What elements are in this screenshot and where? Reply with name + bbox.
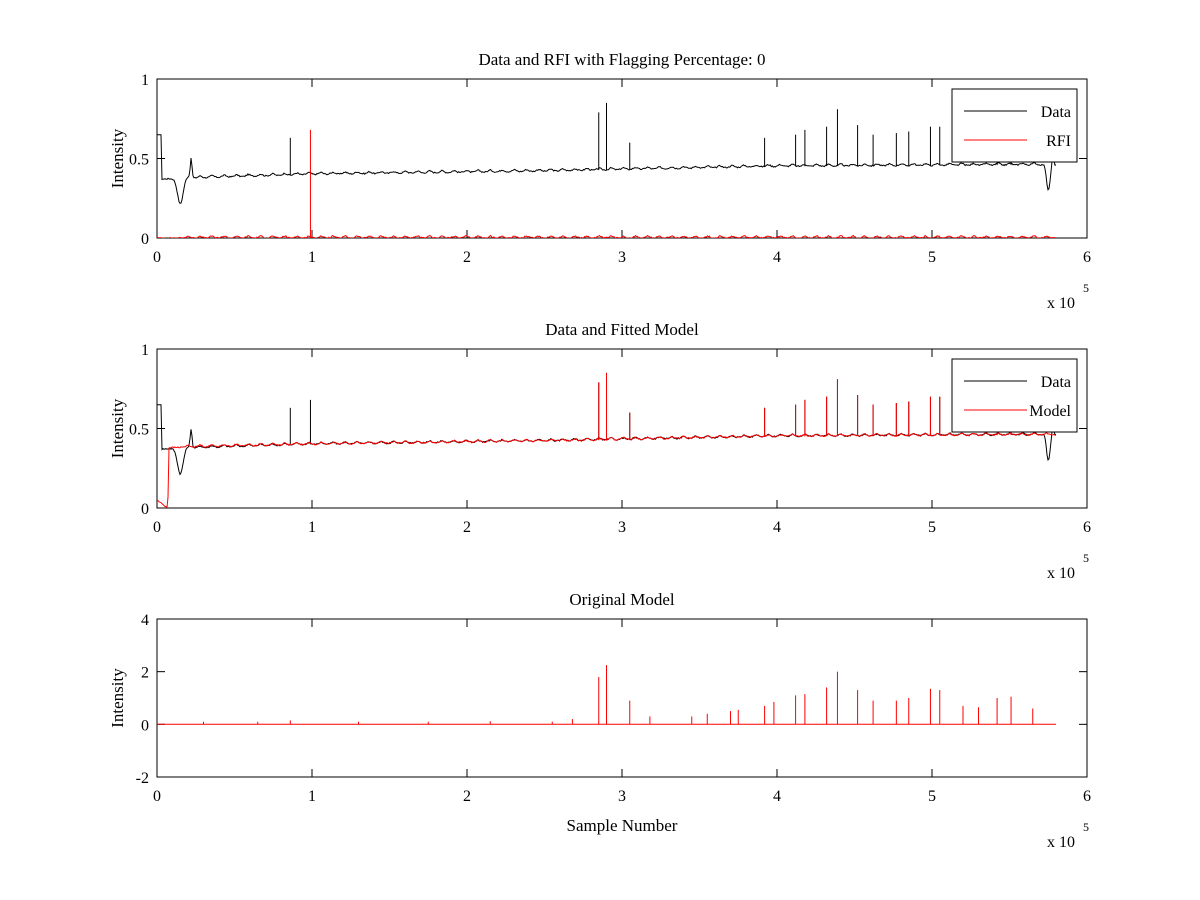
y-tick-label: 1 xyxy=(141,72,149,89)
chart-title: Data and Fitted Model xyxy=(545,320,699,339)
y-tick-label: 0.5 xyxy=(129,422,149,439)
x-tick-label: 6 xyxy=(1083,519,1091,536)
x-tick-label: 1 xyxy=(308,519,316,536)
x-tick-label: 1 xyxy=(308,249,316,266)
y-tick-label: -2 xyxy=(136,770,149,787)
legend-label: RFI xyxy=(1046,133,1071,150)
x-exponent-power: 5 xyxy=(1083,281,1089,295)
x-tick-label: 1 xyxy=(308,788,316,805)
series-line-rfi xyxy=(157,234,1057,238)
plot-area xyxy=(157,372,1057,508)
axes-frame xyxy=(156,348,1088,509)
x-tick-label: 5 xyxy=(928,788,936,805)
plot-area xyxy=(157,102,1057,238)
legend: Data RFI xyxy=(951,88,1078,163)
y-tick-label: 0.5 xyxy=(129,152,149,169)
x-tick-label: 3 xyxy=(618,788,626,805)
y-tick-label: 2 xyxy=(141,665,149,682)
x-tick-label: 5 xyxy=(928,519,936,536)
x-tick-label: 0 xyxy=(153,788,161,805)
x-tick-label: 4 xyxy=(773,519,781,536)
x-exponent-base: x 10 xyxy=(1047,565,1075,582)
chart-title: Original Model xyxy=(569,590,675,609)
x-tick-label: 6 xyxy=(1083,788,1091,805)
legend-label: Model xyxy=(1029,403,1071,420)
x-tick-label: 3 xyxy=(618,249,626,266)
y-tick-label: 0 xyxy=(141,717,149,734)
x-exponent-power: 5 xyxy=(1083,820,1089,834)
x-tick-label: 2 xyxy=(463,519,471,536)
x-tick-label: 4 xyxy=(773,788,781,805)
y-axis-label: Intensity xyxy=(108,668,127,728)
x-tick-label: 2 xyxy=(463,249,471,266)
x-exponent-base: x 10 xyxy=(1047,834,1075,851)
y-axis-label: Intensity xyxy=(108,128,127,188)
series-line-model xyxy=(157,432,1057,508)
y-axis-label: Intensity xyxy=(108,398,127,458)
plot-area xyxy=(157,665,1056,725)
x-exponent-power: 5 xyxy=(1083,551,1089,565)
x-tick-label: 3 xyxy=(618,519,626,536)
x-tick-label: 6 xyxy=(1083,249,1091,266)
x-tick-label: 0 xyxy=(153,519,161,536)
legend-label: Data xyxy=(1041,374,1071,391)
x-tick-label: 0 xyxy=(153,249,161,266)
chart-title: Data and RFI with Flagging Percentage: 0 xyxy=(478,50,765,69)
legend: Data Model xyxy=(951,358,1078,433)
x-tick-label: 4 xyxy=(773,249,781,266)
x-exponent-base: x 10 xyxy=(1047,295,1075,312)
axes-frame xyxy=(156,78,1088,239)
x-tick-label: 2 xyxy=(463,788,471,805)
y-tick-label: 0 xyxy=(141,501,149,518)
legend-label: Data xyxy=(1041,104,1071,121)
y-tick-label: 1 xyxy=(141,342,149,359)
y-tick-label: 4 xyxy=(141,612,149,629)
y-tick-label: 0 xyxy=(141,231,149,248)
x-tick-label: 5 xyxy=(928,249,936,266)
series-line-data xyxy=(157,134,1057,204)
panel-1: 0 1 2 3 4 5 6 0 0.5 1 x 10 5 Data and RFI with Flagg… xyxy=(108,50,1091,312)
x-axis-label: Sample Number xyxy=(567,816,678,835)
axes-frame xyxy=(156,618,1088,778)
panel-2: 0 1 2 3 4 5 6 0 0.5 1 x 10 5 Data and Fitted Model In… xyxy=(108,320,1091,582)
